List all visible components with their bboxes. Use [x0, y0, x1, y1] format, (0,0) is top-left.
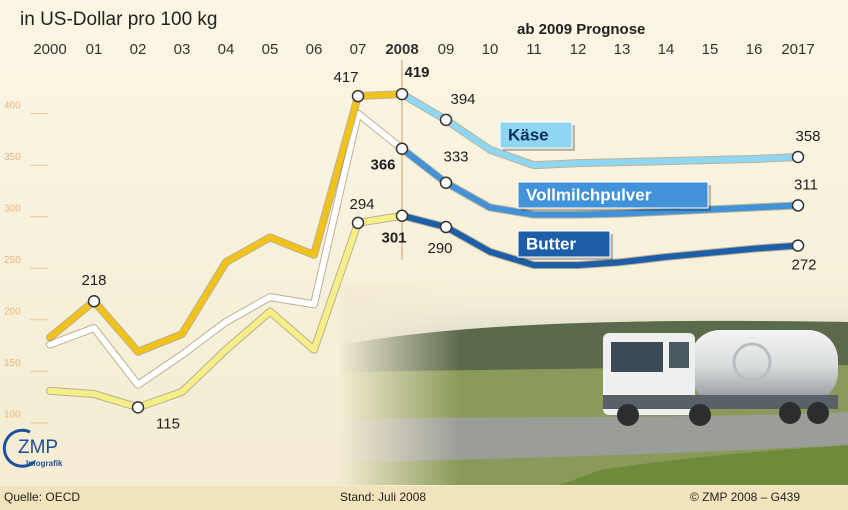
- history-line: [47, 110, 405, 388]
- x-tick-label: 13: [614, 41, 631, 58]
- y-tick-label: 350: [4, 152, 21, 163]
- x-tick-label: 05: [262, 41, 279, 58]
- data-label: 417: [333, 69, 358, 86]
- point-marker: [791, 150, 805, 164]
- data-label: 272: [791, 257, 816, 274]
- point-marker: [87, 294, 101, 308]
- copyright: © ZMP 2008 – G439: [690, 490, 800, 504]
- y-tick-label: 400: [4, 100, 21, 111]
- legend-box: [499, 121, 573, 149]
- y-tick-label: 100: [4, 409, 21, 420]
- point-marker: [351, 216, 365, 230]
- point-marker: [351, 89, 365, 103]
- x-tick-label: 15: [702, 41, 719, 58]
- logo: ZMP: [18, 437, 58, 458]
- x-tick-label: 01: [86, 41, 103, 58]
- x-tick-label: 12: [570, 41, 587, 58]
- history-line: [47, 212, 405, 411]
- forecast-line: [399, 91, 801, 169]
- logo-swoosh: [2, 428, 35, 468]
- legend-label: Käse: [508, 125, 549, 144]
- x-tick-label: 16: [746, 41, 763, 58]
- point-marker: [395, 142, 409, 155]
- x-tick-label: 09: [438, 41, 455, 58]
- forecast-line: [399, 145, 801, 218]
- x-tick-label: 14: [658, 41, 675, 58]
- history-line: [47, 91, 405, 355]
- x-tick-label: 06: [306, 41, 323, 58]
- data-label: 333: [443, 149, 468, 166]
- x-tick-label: 02: [130, 41, 147, 58]
- point-marker: [131, 401, 145, 414]
- photo: [340, 285, 848, 485]
- date: Stand: Juli 2008: [340, 490, 426, 504]
- data-label: 419: [404, 64, 429, 81]
- legend-label: Vollmilchpulver: [526, 185, 652, 204]
- data-label: 115: [156, 415, 180, 432]
- data-label: 290: [427, 240, 452, 257]
- data-label: 358: [795, 128, 820, 145]
- point-marker: [439, 176, 453, 189]
- data-label: 218: [81, 272, 106, 289]
- x-tick-label: 2008: [385, 41, 418, 58]
- legend-box: [517, 230, 611, 258]
- legend-label: Butter: [526, 234, 576, 253]
- logo-sub: Infografik: [26, 459, 63, 468]
- point-marker: [791, 239, 805, 252]
- x-tick-label: 10: [482, 41, 499, 58]
- forecast-line: [399, 212, 801, 269]
- y-tick-label: 250: [4, 255, 21, 266]
- x-tick-label: 2000: [33, 41, 66, 58]
- x-tick-label: 11: [526, 41, 542, 58]
- data-label: 294: [349, 196, 374, 213]
- source: Quelle: OECD: [4, 490, 80, 504]
- y-tick-label: 150: [4, 358, 21, 369]
- y-tick-label: 200: [4, 306, 21, 317]
- data-label: 394: [450, 91, 475, 108]
- point-marker: [439, 220, 453, 234]
- x-tick-label: 04: [218, 41, 235, 58]
- x-tick-label: 07: [350, 41, 367, 58]
- chart-title: in US-Dollar pro 100 kg: [20, 9, 217, 30]
- data-label: 301: [381, 230, 406, 247]
- data-label: 311: [794, 176, 818, 193]
- x-tick-label: 03: [174, 41, 191, 58]
- legend-box: [517, 181, 709, 209]
- y-tick-label: 300: [4, 203, 21, 214]
- footer-bar: [0, 486, 848, 510]
- data-label: 366: [370, 157, 395, 174]
- point-marker: [395, 209, 409, 222]
- point-marker: [439, 113, 453, 127]
- annotation: ab 2009 Prognose: [517, 21, 645, 38]
- x-tick-label: 2017: [781, 41, 814, 58]
- point-marker: [791, 199, 805, 212]
- point-marker: [395, 87, 409, 101]
